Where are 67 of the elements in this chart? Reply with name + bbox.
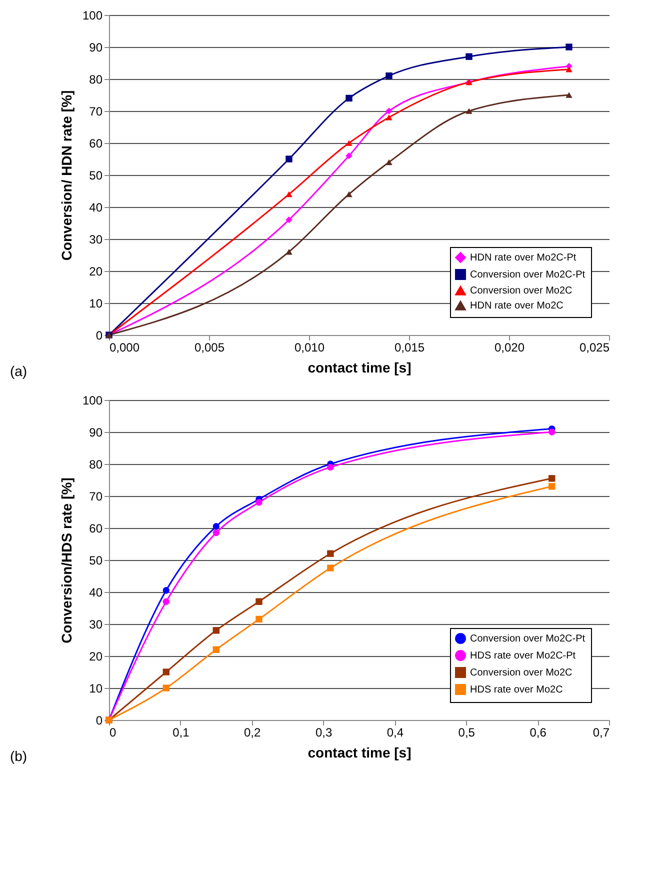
y-tick-label: 60	[89, 136, 103, 150]
point	[256, 499, 262, 506]
x-tick-label: 0,3	[315, 726, 332, 740]
text: (b)	[10, 748, 28, 764]
point	[548, 475, 556, 482]
x-tick-label: 0,5	[458, 726, 476, 740]
y-axis-title: Conversion/ HDN rate [%]	[58, 90, 74, 261]
legend-label: Conversion over Mo2C	[470, 668, 572, 678]
point	[548, 428, 556, 436]
point	[162, 587, 170, 594]
legend-label: HDS rate over Mo2C	[470, 684, 563, 696]
point	[212, 523, 220, 530]
y-tick-label: 70	[89, 490, 103, 504]
x-axis-title: contact time [s]	[308, 744, 412, 760]
point	[162, 598, 170, 605]
x-tick-label: 0,1	[172, 726, 190, 740]
y-tick-label: 90	[89, 40, 103, 54]
y-tick-label: 50	[89, 168, 103, 182]
y-tick-label: 0	[96, 328, 103, 342]
x-tick-label: 0,7	[592, 726, 610, 740]
point	[212, 646, 220, 653]
legend-label: Conversion over Mo2C	[470, 286, 572, 296]
text: (a)	[10, 363, 28, 379]
y-tick-label: 30	[89, 618, 103, 632]
point	[548, 483, 556, 490]
point	[327, 564, 334, 572]
y-tick-label: 40	[89, 200, 103, 214]
x-tick-label: 0,015	[394, 340, 425, 354]
point	[256, 598, 262, 605]
y-tick-label: 10	[89, 296, 103, 310]
y-tick-label: 80	[89, 458, 103, 472]
y-tick-label: 30	[89, 232, 103, 246]
y-tick-label: 0	[96, 714, 103, 728]
y-tick-label: 90	[89, 426, 103, 440]
y-tick-label: 20	[89, 264, 103, 278]
point	[162, 668, 170, 676]
y-tick-label: 60	[89, 522, 103, 536]
x-tick-label: 0,005	[194, 340, 225, 354]
x-axis-title: contact time [s]	[308, 360, 412, 376]
point	[162, 684, 170, 692]
y-tick-label: 50	[89, 554, 103, 568]
x-tick-label: 0,020	[494, 340, 525, 354]
y-axis-title: Conversion/HDS rate [%]	[58, 478, 74, 644]
y-tick-label: 40	[89, 586, 103, 600]
legend-label: Conversion over Mo2C-Pt	[470, 270, 586, 280]
point	[327, 550, 334, 557]
legend-label: Conversion over Mo2C-Pt	[470, 634, 586, 644]
legend-label: HDN rate over Mo2C	[470, 300, 564, 312]
x-tick-label: 0	[110, 726, 116, 740]
y-tick-label: 100	[82, 8, 103, 22]
point	[212, 627, 220, 634]
y-tick-label: 80	[89, 72, 103, 86]
x-tick-label: 0,6	[530, 726, 547, 740]
y-tick-label: 20	[89, 650, 103, 664]
legend-label: HDN rate over Mo2C-Pt	[470, 252, 576, 264]
x-tick-label: 0,010	[294, 340, 325, 354]
x-tick-label: 0,4	[386, 726, 404, 740]
x-tick-label: 0,025	[579, 340, 610, 354]
y-tick-label: 70	[89, 104, 103, 118]
legend-label: HDS rate over Mo2C-Pt	[470, 650, 576, 662]
x-tick-label: 0,000	[110, 340, 140, 354]
y-tick-label: 10	[89, 682, 103, 696]
y-tick-label: 100	[82, 394, 103, 408]
point	[256, 616, 262, 623]
point	[212, 529, 220, 536]
x-tick-label: 0,2	[244, 726, 262, 740]
point	[327, 464, 334, 471]
